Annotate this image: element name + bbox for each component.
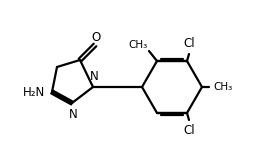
Text: Cl: Cl [183, 37, 195, 50]
Text: N: N [69, 108, 77, 121]
Text: CH₃: CH₃ [129, 40, 148, 50]
Text: CH₃: CH₃ [213, 82, 232, 92]
Text: Cl: Cl [183, 124, 195, 137]
Text: N: N [90, 70, 98, 83]
Text: O: O [91, 31, 101, 44]
Text: H₂N: H₂N [23, 86, 45, 98]
